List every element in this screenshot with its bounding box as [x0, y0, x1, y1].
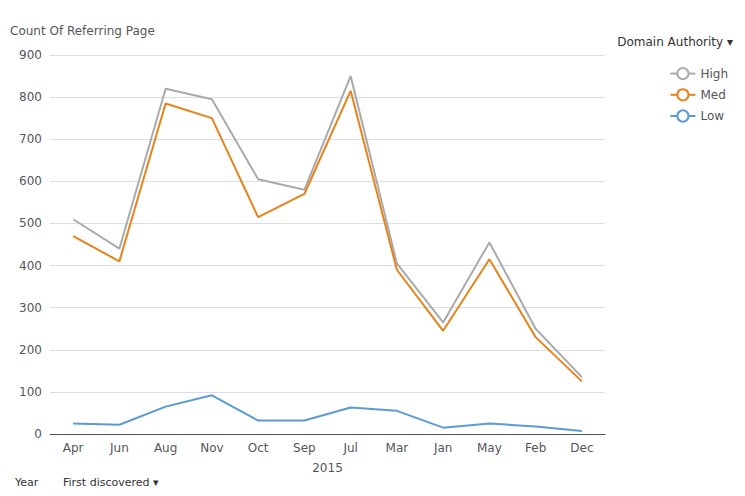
svg-text:100: 100 [19, 385, 42, 399]
svg-text:Jul: Jul [342, 441, 357, 455]
svg-text:Year: Year [14, 476, 39, 489]
svg-text:800: 800 [19, 90, 42, 104]
svg-text:400: 400 [19, 259, 42, 273]
svg-text:May: May [477, 441, 502, 455]
svg-text:Aug: Aug [154, 441, 177, 455]
svg-text:High: High [700, 67, 728, 81]
svg-text:Count Of Referring Page: Count Of Referring Page [10, 24, 155, 38]
svg-text:200: 200 [19, 343, 42, 357]
svg-text:500: 500 [19, 216, 42, 230]
svg-text:Apr: Apr [63, 441, 84, 455]
svg-text:900: 900 [19, 48, 42, 62]
svg-text:Dec: Dec [570, 441, 593, 455]
svg-text:0: 0 [34, 427, 42, 441]
svg-text:Nov: Nov [200, 441, 223, 455]
svg-text:Domain Authority ▾: Domain Authority ▾ [617, 35, 733, 49]
svg-text:Jan: Jan [433, 441, 453, 455]
svg-text:Mar: Mar [386, 441, 409, 455]
svg-text:Jun: Jun [109, 441, 129, 455]
svg-text:Feb: Feb [525, 441, 546, 455]
svg-text:2015: 2015 [312, 461, 343, 475]
svg-text:600: 600 [19, 174, 42, 188]
svg-text:Sep: Sep [293, 441, 316, 455]
svg-text:Med: Med [700, 88, 725, 102]
svg-text:Oct: Oct [248, 441, 269, 455]
svg-text:First discovered ▾: First discovered ▾ [63, 476, 159, 489]
svg-text:Low: Low [700, 109, 724, 123]
svg-text:700: 700 [19, 132, 42, 146]
svg-text:300: 300 [19, 301, 42, 315]
